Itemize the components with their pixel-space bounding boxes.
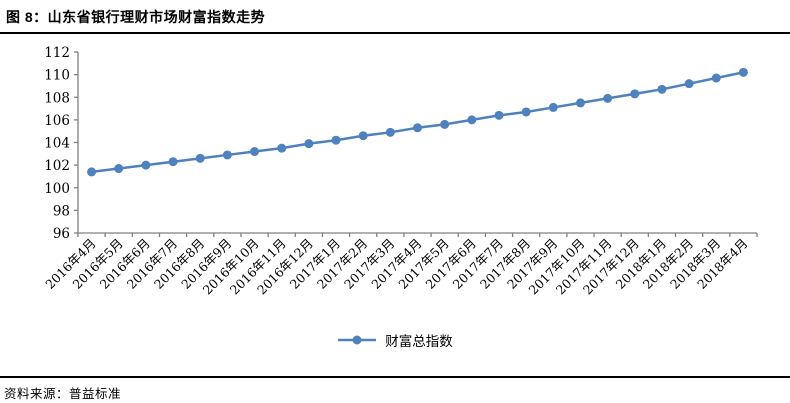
y-axis-tick-label: 106: [44, 113, 70, 129]
data-point-marker: [304, 139, 314, 149]
data-point-marker: [630, 89, 640, 99]
data-point-marker: [114, 164, 124, 174]
y-axis-tick-label: 96: [53, 226, 70, 242]
y-axis-tick-label: 112: [44, 45, 70, 61]
data-point-marker: [87, 167, 97, 177]
data-point-marker: [277, 143, 287, 153]
data-point-marker: [521, 107, 531, 117]
data-point-marker: [168, 157, 178, 167]
data-point-marker: [385, 127, 395, 137]
data-point-marker: [657, 84, 667, 94]
legend-line-marker-icon: [338, 335, 377, 345]
data-point-marker: [440, 119, 450, 129]
data-source: 资料来源：普益标准: [4, 387, 122, 401]
footer-divider: [0, 376, 790, 378]
title-divider: [0, 32, 790, 34]
chart-legend: 财富总指数: [0, 330, 790, 350]
data-point-marker: [603, 93, 613, 103]
wealth-index-line-chart: 96981001021041061081101122016年4月2016年5月2…: [42, 45, 758, 298]
y-axis-tick-label: 108: [44, 90, 70, 106]
data-point-marker: [195, 153, 205, 163]
y-axis-tick-label: 102: [44, 158, 70, 174]
data-point-marker: [331, 135, 341, 145]
data-point-marker: [413, 123, 422, 133]
data-point-marker: [141, 160, 151, 170]
data-point-marker: [575, 98, 585, 108]
figure-title: 图 8：山东省银行理财市场财富指数走势: [6, 9, 266, 25]
data-point-marker: [250, 147, 260, 157]
data-point-marker: [548, 102, 558, 112]
y-axis-tick-label: 104: [44, 136, 70, 152]
data-point-marker: [738, 67, 748, 77]
data-point-marker: [494, 110, 504, 120]
series-line: [90, 71, 745, 174]
data-point-marker: [358, 131, 368, 141]
data-point-marker: [467, 115, 477, 125]
y-axis-tick-label: 110: [44, 68, 70, 84]
y-axis-tick-label: 98: [53, 203, 70, 219]
data-point-marker: [684, 79, 694, 89]
legend-label: 财富总指数: [385, 334, 453, 349]
data-point-marker: [222, 150, 232, 160]
data-point-marker: [711, 73, 721, 83]
y-axis-tick-label: 100: [44, 181, 70, 197]
